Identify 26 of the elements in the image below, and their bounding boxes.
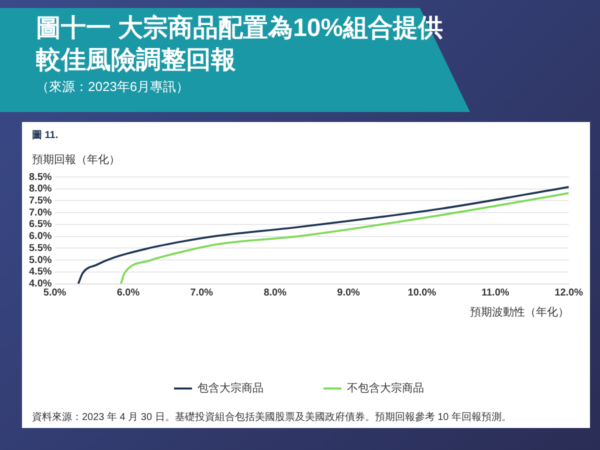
x-tick-label: 7.0% xyxy=(190,288,214,299)
y-tick-label: 8.5% xyxy=(28,172,52,183)
y-tick-label: 5.5% xyxy=(28,242,52,254)
x-tick-label: 10.0% xyxy=(408,288,436,299)
caption: 圖 11. xyxy=(32,129,58,142)
y-tick-label: 4.5% xyxy=(28,266,52,278)
source-note: 資料來源：2023 年 4 月 30 日。基礎投資組合包括美國股票及美國政府債券。預期回報參考 10 年回報預測。 xyxy=(32,410,512,424)
y-tick-label: 5.0% xyxy=(28,254,52,266)
legend-label: 不包含大宗商品 xyxy=(347,382,424,395)
x-tick-label: 12.0% xyxy=(554,288,584,299)
x-tick-label: 9.0% xyxy=(337,288,360,299)
x-axis-title: 預期波動性（年化） xyxy=(470,305,569,318)
y-tick-label: 8.0% xyxy=(28,184,52,195)
y-axis-title: 預期回報（年化） xyxy=(32,153,120,167)
x-tick-label: 6.0% xyxy=(116,288,140,299)
legend-label: 包含大宗商品 xyxy=(198,382,264,395)
y-tick-label: 4.0% xyxy=(28,278,52,290)
y-tick-label: 6.0% xyxy=(28,231,52,242)
y-tick-label: 7.0% xyxy=(28,207,52,218)
x-tick-label: 8.0% xyxy=(264,288,287,299)
y-tick-label: 6.5% xyxy=(28,219,52,230)
chart-title: 圖十一 大宗商品配置為10%組合提供較佳風險調整回報 xyxy=(36,13,444,76)
chart-subtitle: （來源：2023年6月專訊） xyxy=(36,78,190,96)
x-tick-label: 11.0% xyxy=(481,288,510,299)
x-tick-label: 5.0% xyxy=(43,288,66,299)
y-tick-label: 7.5% xyxy=(28,195,52,206)
